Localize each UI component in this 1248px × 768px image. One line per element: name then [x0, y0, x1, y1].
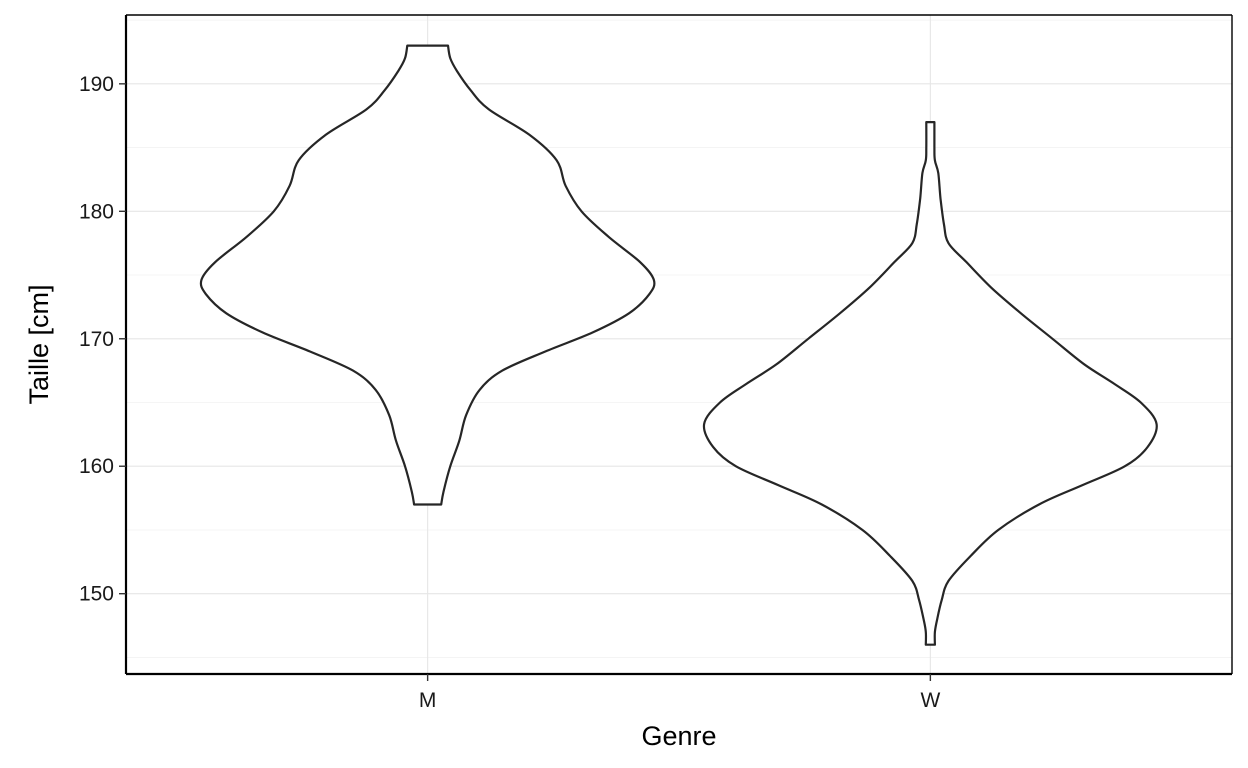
violin-W [702, 121, 1158, 646]
y-axis-title: Taille [cm] [24, 284, 54, 404]
y-tick-label: 170 [79, 328, 114, 351]
violin-layer [199, 44, 1158, 646]
x-tick-label: M [419, 689, 437, 712]
violin-M [199, 44, 656, 506]
y-tick-label: 160 [79, 455, 114, 478]
y-tick-label: 190 [79, 73, 114, 96]
y-tick-label: 150 [79, 583, 114, 606]
x-axis-title: Genre [641, 721, 716, 751]
y-tick-label: 180 [79, 200, 114, 223]
x-tick-label: W [920, 689, 940, 712]
axis-layer: 150 160 170 180 190 M W [79, 14, 1233, 712]
